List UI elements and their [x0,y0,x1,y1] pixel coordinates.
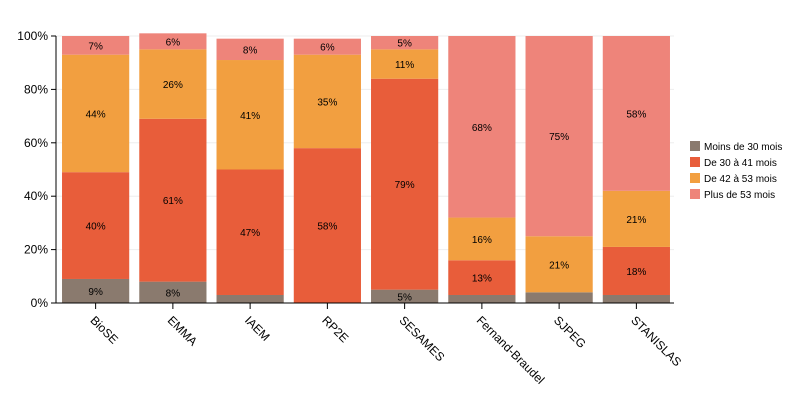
legend-swatch [690,173,700,183]
data-label: 13% [472,274,492,285]
data-label: 41% [240,111,260,122]
data-label: 68% [472,123,492,134]
legend-swatch [690,141,700,151]
data-label: 8% [243,45,258,56]
bar-segment [139,281,207,303]
bar-segment [62,54,130,173]
x-tick-label: RP2E [319,313,351,345]
x-tick-label: BioSE [88,313,121,346]
data-label: 18% [626,267,646,278]
bar-segment [139,49,207,119]
bar-segment [602,294,670,303]
y-tick-label: 80% [24,82,48,96]
x-tick-label: EMMA [165,313,200,348]
data-label: 6% [320,43,335,54]
data-label: 5% [397,292,412,303]
bar-segment [525,292,593,303]
data-label: 7% [88,41,103,52]
data-label: 35% [317,97,337,108]
bar-segment [371,49,439,79]
bar-segment [448,217,516,261]
bar-segment [62,278,130,303]
x-tick-label: IAEM [242,313,273,344]
x-tick-label: SJPEG [551,313,589,351]
bar-segment [293,54,361,149]
legend-label: Plus de 53 mois [704,190,775,201]
bar-segment [216,60,284,170]
bar-segment [139,33,207,50]
data-label: 11% [395,60,414,71]
bar-segment [139,118,207,282]
bar-segment [293,38,361,55]
bar-segment [371,289,439,303]
x-tick-label: Fernand-Braudel [474,313,548,387]
legend-swatch [690,189,700,199]
legend-label: Moins de 30 mois [704,142,782,153]
data-label: 44% [86,109,106,120]
bar-segment [62,36,130,55]
bar-segment [216,169,284,295]
data-label: 40% [86,222,106,233]
data-label: 61% [163,196,183,207]
data-label: 26% [163,80,183,91]
legend-label: De 30 à 41 mois [704,158,777,169]
data-label: 9% [88,287,103,298]
bar-segment [293,148,361,303]
data-label: 58% [626,109,646,120]
legend-swatch [690,157,700,167]
bar-segment [602,246,670,295]
y-tick-label: 20% [24,243,48,257]
bar-segment [602,36,670,191]
bar-segment [525,36,593,237]
bar-segment [216,294,284,303]
data-label: 47% [240,228,260,239]
bar-segment [371,36,439,50]
y-tick-label: 60% [24,136,48,150]
data-label: 58% [317,222,337,233]
y-tick-label: 40% [24,189,48,203]
data-label: 8% [166,288,181,299]
data-label: 75% [549,132,569,143]
bar-segment [62,172,130,279]
bar-segment [371,78,439,290]
legend-label: De 42 à 53 mois [704,174,777,185]
bar-segment [448,36,516,218]
data-label: 16% [472,235,492,246]
x-tick-label: SESAMES [397,313,448,364]
bar-segment [602,190,670,247]
x-tick-label: STANISLAS [628,313,684,369]
y-tick-label: 0% [31,296,49,310]
y-tick-label: 100% [17,29,48,43]
data-label: 6% [166,37,181,48]
bar-segment [525,236,593,293]
bar-segment [216,38,284,61]
data-label: 79% [395,180,415,191]
data-label: 5% [397,39,412,50]
bar-segment [448,294,516,303]
bar-segment [448,260,516,295]
data-label: 21% [549,260,569,271]
data-label: 21% [626,215,646,226]
